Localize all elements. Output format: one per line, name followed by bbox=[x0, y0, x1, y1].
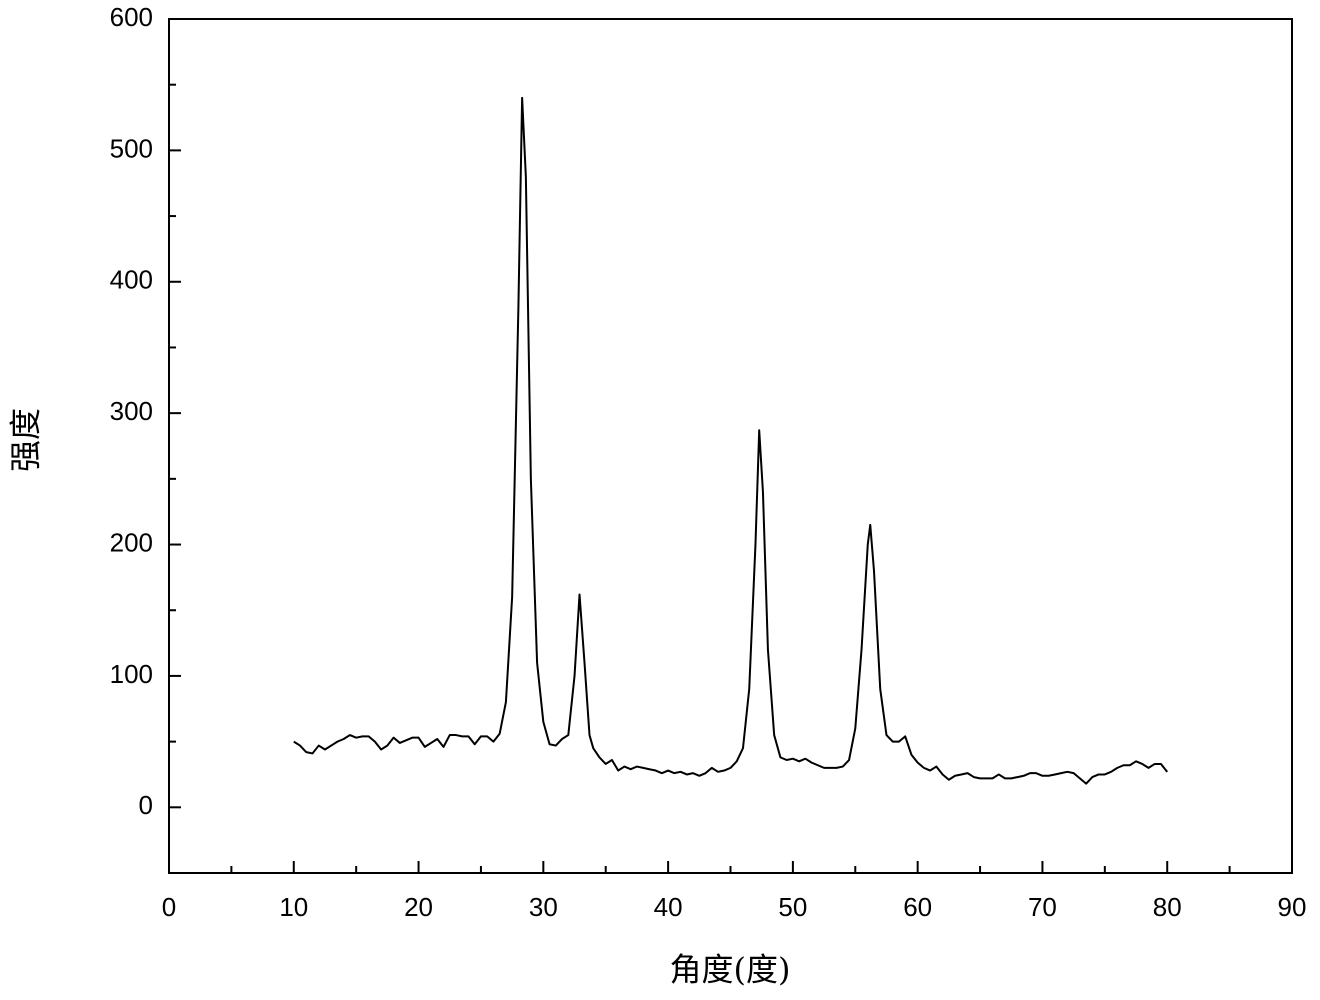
y-tick-label: 100 bbox=[110, 659, 153, 689]
x-tick-label: 10 bbox=[279, 892, 308, 922]
x-tick-label: 60 bbox=[903, 892, 932, 922]
x-tick-label: 20 bbox=[404, 892, 433, 922]
y-tick-label: 300 bbox=[110, 396, 153, 426]
plot-frame bbox=[168, 18, 1293, 874]
y-tick-label: 0 bbox=[139, 790, 153, 820]
y-tick-label: 600 bbox=[110, 2, 153, 32]
x-tick-label: 40 bbox=[654, 892, 683, 922]
x-tick-label: 80 bbox=[1153, 892, 1182, 922]
x-axis-label: 角度(度) bbox=[670, 951, 791, 989]
x-tick-label: 0 bbox=[162, 892, 176, 922]
x-tick-label: 30 bbox=[529, 892, 558, 922]
x-tick-label: 90 bbox=[1278, 892, 1307, 922]
y-axis-label: 强度 bbox=[7, 408, 45, 472]
y-tick-label: 400 bbox=[110, 265, 153, 295]
x-tick-label: 70 bbox=[1028, 892, 1057, 922]
x-tick-label: 50 bbox=[778, 892, 807, 922]
y-tick-label: 200 bbox=[110, 527, 153, 557]
data-line bbox=[293, 96, 1169, 785]
y-tick-label: 500 bbox=[110, 133, 153, 163]
